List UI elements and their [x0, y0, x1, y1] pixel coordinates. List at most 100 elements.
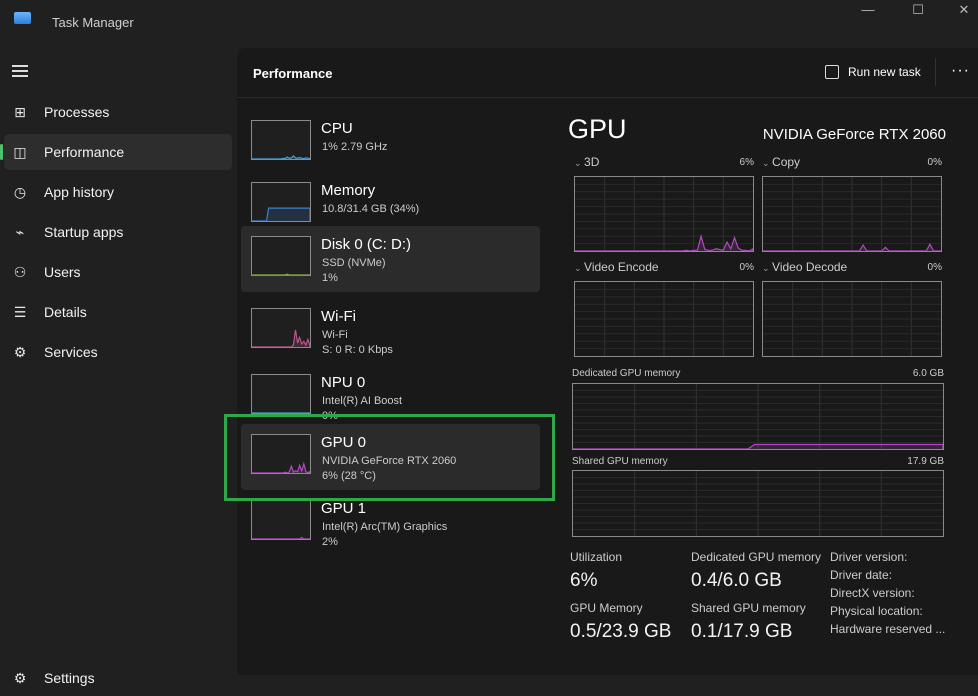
device-memory[interactable]: Memory 10.8/31.4 GB (34%) [241, 172, 540, 238]
startup-icon: ⌁ [15, 223, 25, 240]
sidebar-item-settings[interactable]: ⚙ Settings [4, 660, 232, 696]
device-value: 6% (28 °C) [322, 470, 376, 482]
gpu-memory-value: 0.5/23.9 GB [570, 621, 672, 642]
dedicated-label: Dedicated GPU memory [691, 550, 822, 564]
device-thumbnail-graph [251, 182, 311, 222]
device-name: GPU 1 [321, 500, 367, 517]
info-label: DirectX version: [830, 586, 915, 600]
device-name: CPU [321, 120, 353, 137]
run-new-task-button[interactable]: Run new task [825, 65, 921, 79]
device-name: Memory [321, 182, 376, 199]
device-disk-0-c-d-[interactable]: Disk 0 (C: D:) SSD (NVMe) 1% [241, 226, 540, 292]
app-history-icon: ◷ [13, 183, 27, 200]
dedicated-memory-max: 6.0 GB [912, 368, 944, 379]
close-button[interactable]: ✕ [958, 2, 970, 17]
device-subtitle: Intel(R) AI Boost [322, 395, 403, 407]
device-subtitle: NVIDIA GeForce RTX 2060 [322, 455, 457, 467]
sidebar-item-startup-apps[interactable]: ⌁ Startup apps [4, 214, 232, 250]
usage-line [252, 461, 310, 473]
device-thumbnail-graph [251, 500, 311, 540]
divider [935, 58, 936, 86]
sidebar-item-services[interactable]: ⚙ Services [4, 334, 232, 370]
sidebar-item-processes[interactable]: ⊞ Processes [4, 94, 232, 130]
engine-graph [762, 281, 942, 357]
device-npu-0[interactable]: NPU 0 Intel(R) AI Boost 0% [241, 364, 540, 430]
sidebar-item-performance[interactable]: ◫ Performance [0, 134, 232, 170]
usage-line [252, 536, 310, 539]
sidebar-item-app-history[interactable]: ◷ App history [4, 174, 232, 210]
header: Performance Run new task ··· [237, 48, 978, 98]
sidebar: ⊞ Processes ◫ Performance ◷ App history ⌁ Start… [0, 48, 237, 686]
sidebar-item-details[interactable]: ☰ Details [4, 294, 232, 330]
shared-memory-max: 17.9 GB [907, 456, 944, 467]
shared-memory-graph [572, 470, 944, 537]
device-cpu[interactable]: CPU 1% 2.79 GHz [241, 110, 540, 176]
engine-percent: 0% [739, 262, 754, 273]
main-panel: Performance Run new task ··· CPU 1% 2.79… [237, 48, 978, 675]
device-subtitle: Intel(R) Arc(TM) Graphics [322, 521, 448, 533]
title-bar: Task Manager — ☐ ✕ [0, 0, 978, 48]
device-thumbnail-graph [251, 120, 311, 160]
info-label: Driver version: [830, 550, 908, 564]
processes-icon: ⊞ [14, 103, 26, 120]
usage-line [575, 233, 753, 251]
engine-percent: 6% [739, 157, 754, 168]
task-manager-logo-icon [14, 12, 31, 24]
usage-line [252, 155, 310, 159]
gpu-title: GPU [568, 114, 627, 144]
engine-graph [574, 281, 754, 357]
chevron-down-icon: ⌄ [762, 263, 773, 273]
gpu-memory-label: GPU Memory [570, 601, 643, 615]
dedicated-memory-label: Dedicated GPU memory [572, 368, 681, 379]
usage-line [252, 207, 310, 221]
device-name: NPU 0 [321, 374, 366, 391]
engine-graph [762, 176, 942, 252]
shared-memory-label: Shared GPU memory [572, 456, 668, 467]
usage-line [252, 273, 310, 275]
engine-selector[interactable]: ⌄ Copy [762, 155, 801, 169]
device-subtitle: Wi-Fi [322, 329, 348, 341]
shared-value: 0.1/17.9 GB [691, 621, 793, 642]
device-value: 1% [322, 272, 338, 284]
info-label: Physical location: [830, 604, 923, 618]
dedicated-value: 0.4/6.0 GB [691, 570, 782, 591]
device-name: Disk 0 (C: D:) [321, 236, 411, 253]
device-subtitle: SSD (NVMe) [322, 257, 386, 269]
engine-selector[interactable]: ⌄ Video Decode [762, 260, 848, 274]
shared-label: Shared GPU memory [691, 601, 806, 615]
maximize-button[interactable]: ☐ [912, 2, 924, 17]
services-icon: ⚙ [13, 343, 27, 360]
device-value: S: 0 R: 0 Kbps [322, 344, 393, 356]
utilization-label: Utilization [570, 550, 623, 564]
device-subtitle: 1% 2.79 GHz [322, 141, 388, 153]
device-value: 2% [322, 536, 338, 548]
gpu-model: NVIDIA GeForce RTX 2060 [762, 126, 946, 143]
active-indicator [0, 144, 3, 160]
utilization-value: 6% [570, 570, 598, 591]
device-gpu-1[interactable]: GPU 1 Intel(R) Arc(TM) Graphics 2% [241, 490, 540, 556]
device-thumbnail-graph [251, 374, 311, 414]
device-subtitle: 10.8/31.4 GB (34%) [322, 203, 420, 215]
engine-graph [574, 176, 754, 252]
minimize-button[interactable]: — [861, 2, 875, 17]
selection-highlight-box [224, 414, 555, 501]
device-thumbnail-graph [251, 236, 311, 276]
sidebar-item-users[interactable]: ⚇ Users [4, 254, 232, 290]
engine-selector[interactable]: ⌄ Video Encode [574, 260, 659, 274]
device-wi-fi[interactable]: Wi-Fi Wi-Fi S: 0 R: 0 Kbps [241, 298, 540, 364]
hamburger-menu-icon[interactable] [12, 65, 28, 77]
device-name: GPU 0 [321, 434, 367, 451]
settings-icon: ⚙ [13, 669, 27, 686]
device-thumbnail-graph [251, 308, 311, 348]
dedicated-memory-graph [572, 383, 944, 450]
device-gpu-0[interactable]: GPU 0 NVIDIA GeForce RTX 2060 6% (28 °C) [241, 424, 540, 490]
details-icon: ☰ [13, 303, 27, 320]
device-name: Wi-Fi [321, 308, 356, 325]
more-options-button[interactable]: ··· [951, 62, 970, 79]
info-label: Driver date: [830, 568, 893, 582]
run-task-icon [825, 65, 839, 79]
users-icon: ⚇ [13, 263, 27, 280]
app-title: Task Manager [52, 15, 134, 30]
chevron-down-icon: ⌄ [574, 263, 585, 273]
engine-selector[interactable]: ⌄ 3D [574, 155, 600, 169]
